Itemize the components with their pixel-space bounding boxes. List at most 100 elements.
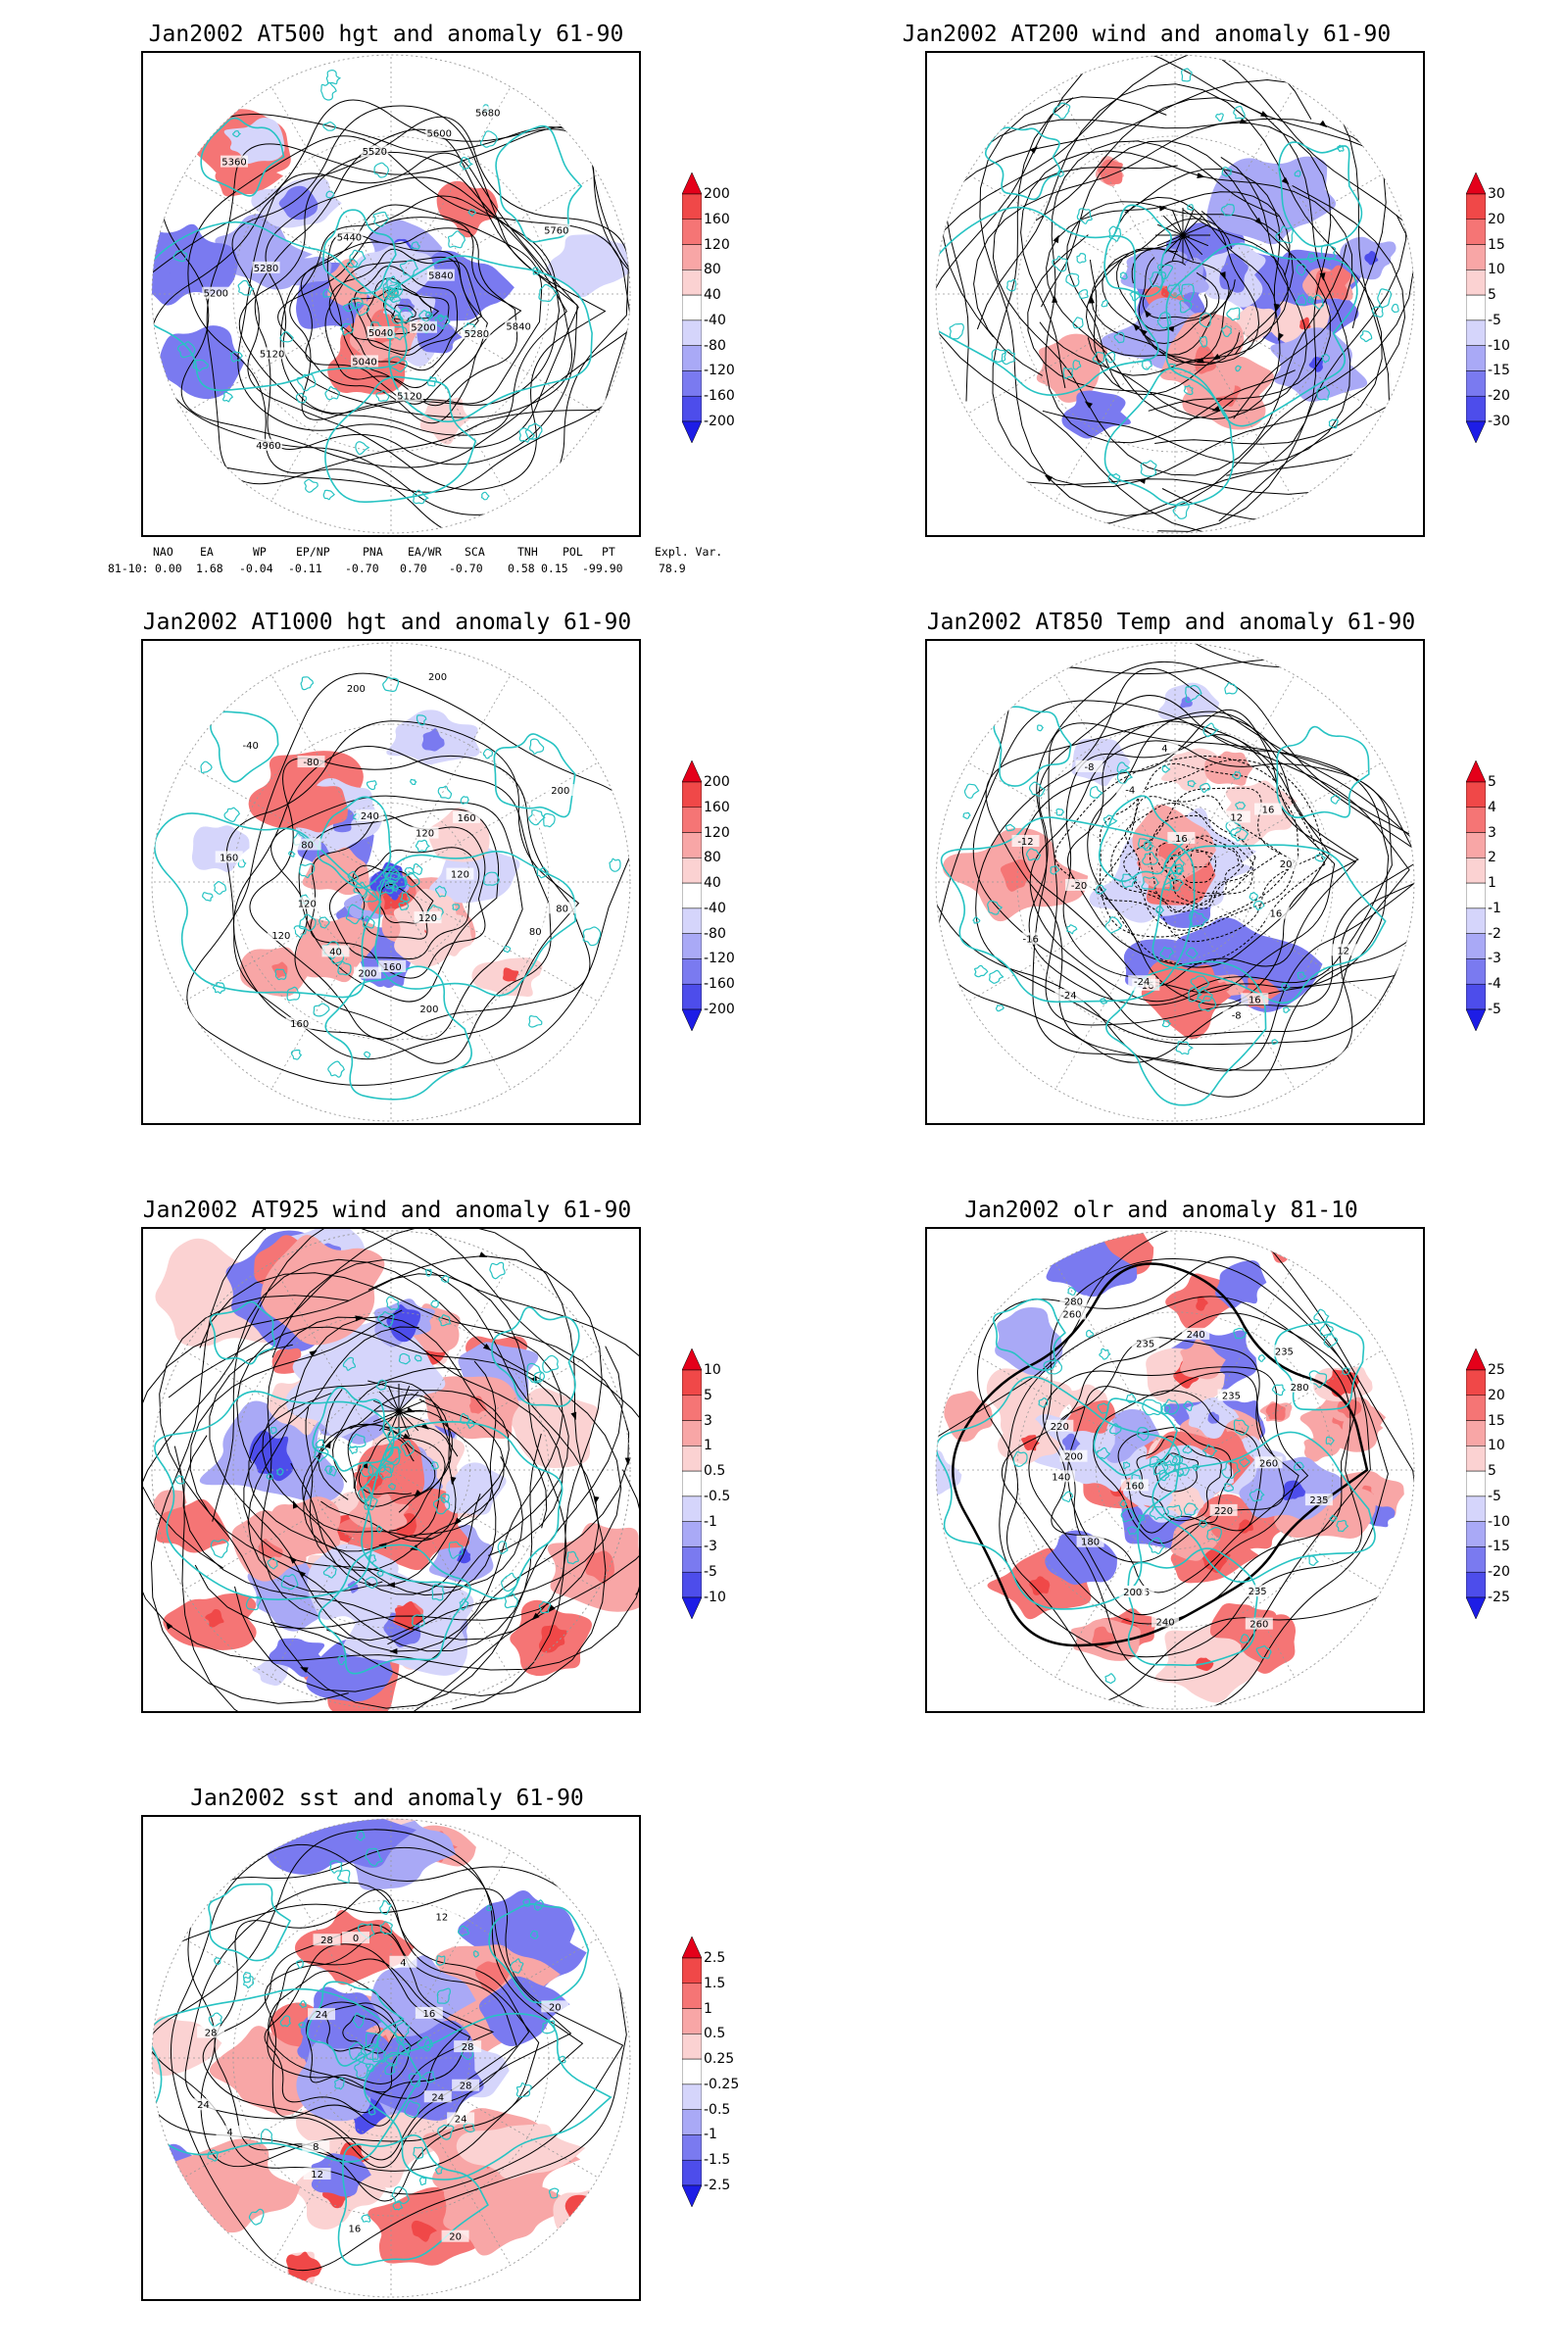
- island-coastline: [340, 322, 355, 336]
- colorbar-swatch: [682, 882, 702, 909]
- contour-label: -8: [1232, 1010, 1242, 1021]
- contour-label: 200: [428, 672, 447, 683]
- streamline-arrow: [414, 1489, 422, 1497]
- island-coastline: [1163, 1398, 1180, 1415]
- island-coastline: [1161, 764, 1171, 773]
- contour-label-bg: [463, 326, 491, 339]
- coastline: [488, 1903, 590, 2004]
- island-coastline: [322, 122, 337, 131]
- contour-label: 0: [353, 1934, 359, 1944]
- island-coastline: [1330, 794, 1342, 805]
- streamline-arrow: [420, 1422, 429, 1430]
- contour-label-bg: [202, 286, 230, 299]
- colorbar-label: 80: [704, 850, 721, 866]
- contour-line: [1099, 762, 1299, 938]
- colorbar-swatch: [682, 1521, 702, 1547]
- island-coastline: [434, 2166, 444, 2175]
- positive-anomaly-core: [1196, 1657, 1214, 1671]
- contour-label-bg: [415, 1002, 443, 1014]
- island-coastline: [1078, 289, 1089, 299]
- negative-anomaly-core: [1237, 956, 1255, 972]
- colorbar-swatch: [1466, 983, 1486, 1010]
- island-coastline: [337, 1869, 351, 1884]
- negative-anomaly-shading: [159, 325, 245, 400]
- colorbar-label: -0.5: [704, 1488, 731, 1504]
- island-coastline: [334, 2077, 345, 2090]
- island-coastline: [949, 322, 964, 340]
- island-coastline: [368, 1464, 378, 1477]
- island-coastline: [1055, 808, 1065, 816]
- coastline: [324, 965, 472, 1101]
- island-coastline: [322, 1565, 337, 1579]
- coastline: [1103, 204, 1172, 298]
- colorbar-swatch: [682, 1446, 702, 1472]
- contour-label-bg: [1167, 831, 1196, 844]
- contour-line: [264, 1943, 471, 2114]
- island-coastline: [466, 1419, 475, 1429]
- island-coastline: [293, 925, 307, 939]
- island-coastline: [296, 373, 317, 392]
- contour-line: [328, 847, 480, 960]
- island-coastline: [1028, 781, 1046, 797]
- island-coastline: [304, 478, 318, 493]
- island-coastline: [452, 904, 461, 911]
- island-coastline: [1181, 68, 1193, 82]
- streamline-arrow: [309, 1349, 318, 1357]
- island-coastline: [510, 1958, 524, 1974]
- colorbar-label: 1: [1488, 875, 1496, 892]
- island-coastline: [1062, 367, 1074, 379]
- contour-label-bg: [452, 2079, 480, 2091]
- colorbar-swatch: [682, 958, 702, 985]
- contour-line: [231, 105, 607, 491]
- contour-label-bg: [340, 2222, 368, 2234]
- contour-label-bg: [342, 1932, 370, 1944]
- colorbar-swatch: [1466, 370, 1486, 397]
- panel-title: Jan2002 AT1000 hgt and anomaly 61-90: [142, 610, 632, 635]
- contour-label-bg: [541, 2000, 569, 2013]
- teleconnection-header: WP: [253, 545, 267, 559]
- island-coastline: [1104, 916, 1123, 934]
- contour-line: [342, 2015, 381, 2049]
- colorbar-label: 15: [1488, 236, 1505, 253]
- contour-label-bg: [258, 347, 286, 360]
- contour-label-bg: [1286, 1380, 1314, 1393]
- island-coastline: [421, 2071, 436, 2083]
- colorbar-swatches: [1466, 1348, 1486, 1619]
- island-coastline: [385, 2051, 399, 2067]
- island-coastline: [365, 2063, 374, 2073]
- teleconnection-header: PNA: [363, 545, 383, 559]
- teleconnection-row-label: 81-10:: [108, 562, 149, 575]
- streamline-arrow: [355, 1315, 364, 1322]
- colorbar-swatch: [1466, 1395, 1486, 1421]
- colorbar: 200 160 120 80 40 -40 -80 -120 -160 -200: [682, 172, 755, 443]
- island-coastline: [1221, 167, 1233, 177]
- island-coastline: [1314, 854, 1327, 862]
- contour-line: [264, 1932, 495, 2127]
- contour-line: [225, 720, 580, 1060]
- positive-anomaly-shading: [270, 781, 348, 833]
- contour-label-bg: [1128, 975, 1156, 988]
- coastline: [337, 2134, 489, 2267]
- colorbar-label: 3: [1488, 824, 1496, 841]
- positive-anomaly-shading: [1180, 1339, 1226, 1380]
- contour-line: [206, 125, 630, 485]
- colorbar-swatch: [682, 807, 702, 833]
- streamline-arrow: [386, 1582, 395, 1589]
- map-content: 2352202352602402352001801601402002202602…: [936, 1231, 1414, 1709]
- contour-label: 4: [226, 2128, 232, 2138]
- contour-label-bg: [1217, 1389, 1246, 1401]
- colorbar-label: -200: [704, 414, 735, 429]
- contour-label: 16: [1249, 995, 1261, 1005]
- colorbar-label: -120: [704, 363, 735, 379]
- contour-label-bg: [293, 897, 321, 909]
- island-coastline: [1235, 365, 1242, 372]
- colorbar-label: 1.5: [704, 1975, 726, 1991]
- island-coastline: [286, 986, 301, 1002]
- island-coastline: [1097, 1402, 1109, 1414]
- island-coastline: [1226, 307, 1241, 321]
- colorbar-swatches: [1466, 172, 1486, 443]
- contour-label: 5760: [544, 226, 568, 237]
- island-coastline: [448, 1541, 464, 1559]
- positive-anomaly-shading: [553, 2190, 622, 2248]
- contour-line: [985, 715, 1414, 1071]
